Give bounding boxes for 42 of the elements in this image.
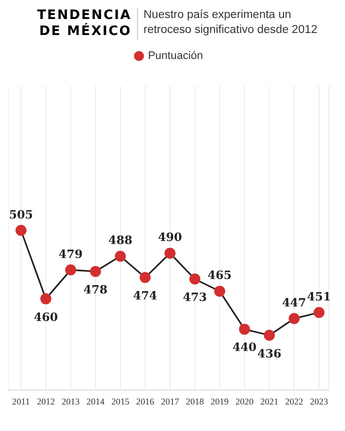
data-label: 440 [232, 340, 257, 354]
data-label: 447 [282, 296, 306, 310]
data-label: 478 [83, 282, 108, 296]
data-label: 505 [8, 207, 34, 222]
data-label: 451 [306, 289, 332, 304]
x-tick-label: 2012 [36, 396, 55, 406]
point [314, 306, 324, 318]
data-label: 436 [257, 346, 282, 360]
point [40, 293, 52, 304]
point [65, 264, 76, 276]
chart-title: TENDENCIA DE MÉXICO [22, 8, 138, 40]
data-label: 474 [133, 288, 158, 303]
x-tick-label: 2019 [210, 396, 230, 406]
chart-subtitle: Nuestro país experimenta un retroceso significativo desde 2012 [144, 8, 318, 38]
data-label: 479 [58, 246, 83, 261]
data-label: 490 [158, 230, 182, 244]
x-tick-label: 2011 [12, 396, 30, 406]
point [264, 330, 275, 341]
x-tick-label: 2022 [285, 396, 304, 406]
data-label: 460 [34, 310, 58, 324]
point [164, 248, 176, 259]
point [288, 313, 300, 324]
legend-label: Puntuación [148, 50, 204, 62]
data-label: 465 [208, 268, 232, 282]
x-tick-label: 2021 [260, 396, 278, 406]
point [189, 274, 200, 285]
point [239, 324, 250, 335]
x-tick-label: 2014 [86, 396, 105, 406]
x-tick-label: 2016 [136, 396, 155, 406]
x-tick-label: 2013 [62, 396, 80, 406]
x-tick-label: 2018 [186, 396, 204, 406]
x-tick-label: 2015 [111, 396, 130, 406]
data-label: 473 [182, 290, 207, 304]
x-tick-label: 2020 [236, 396, 254, 406]
data-label: 488 [108, 233, 132, 248]
point [114, 250, 126, 262]
point [140, 272, 151, 284]
point [214, 286, 226, 297]
point [16, 224, 26, 236]
x-tick-label: 2017 [161, 396, 180, 406]
point [90, 266, 101, 277]
x-tick-label: 2023 [310, 396, 328, 406]
